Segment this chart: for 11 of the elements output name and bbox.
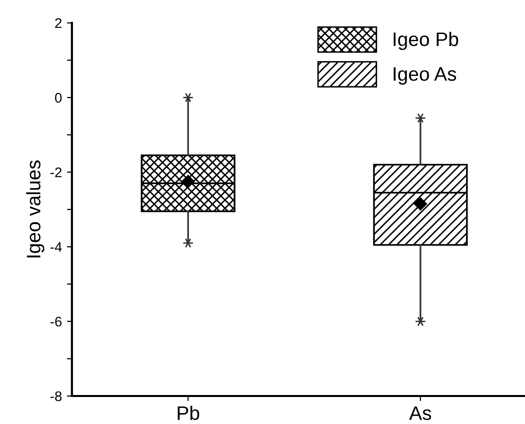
- legend-label: Igeo Pb: [394, 32, 458, 50]
- legend-label: Igeo As: [394, 67, 456, 85]
- y-axis-title: Igeo values: [26, 160, 44, 258]
- y-tick-label: -2: [50, 167, 62, 178]
- x-tick-label: As: [409, 406, 432, 420]
- y-tick-label: -6: [50, 316, 62, 327]
- x-tick-label: Pb: [178, 406, 200, 420]
- y-tick-label: 2: [55, 18, 62, 28]
- y-tick-label: 0: [55, 92, 62, 103]
- y-tick-label: -8: [50, 391, 62, 402]
- y-tick-label: -4: [50, 242, 62, 252]
